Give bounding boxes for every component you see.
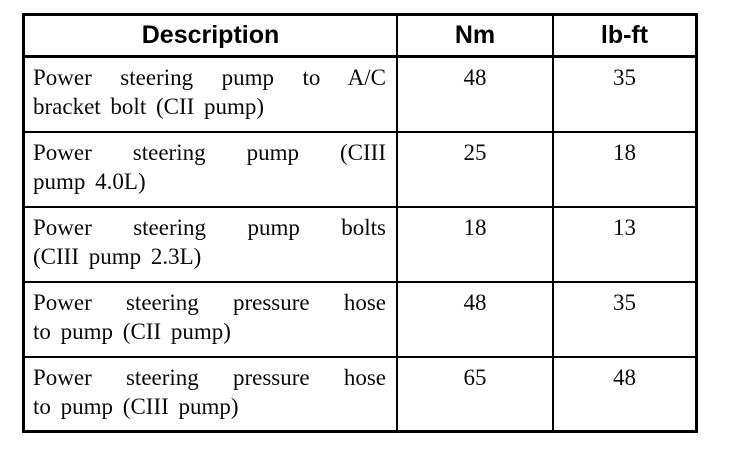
lbft-value-cell: 13 xyxy=(552,205,698,283)
description-line1: Power steering pump to A/C xyxy=(33,65,386,90)
lbft-value-cell: 48 xyxy=(552,355,698,433)
description-line1: Power steering pump bolts xyxy=(33,214,386,240)
description-line2: to pump (CII pump) xyxy=(33,318,231,344)
col-header-nm: Nm xyxy=(396,13,554,58)
description-line2: to pump (CIII pump) xyxy=(33,393,239,419)
description-line1: Power steering pressure hose xyxy=(33,289,386,315)
nm-value-cell: 25 xyxy=(396,130,554,208)
header-row: Description Nm lb-ft xyxy=(22,13,698,58)
table-row: Power steering pump (CIII pump 4.0L) 25 … xyxy=(22,130,698,208)
table-row: Power steering pressure hose to pump (CI… xyxy=(22,280,698,358)
description-cell: Power steering pump bolts (CIII pump 2.3… xyxy=(22,205,398,283)
nm-value-cell: 48 xyxy=(396,280,554,358)
description-line2: pump 4.0L) xyxy=(33,168,146,194)
description-line1: Power steering pressure hose xyxy=(33,364,386,390)
col-header-lbft: lb-ft xyxy=(552,13,698,58)
description-cell: Power steering pump to A/C bracket bolt … xyxy=(22,55,398,133)
nm-value-cell: 18 xyxy=(396,205,554,283)
col-header-description: Description xyxy=(22,13,398,58)
table-row: Power steering pressure hose to pump (CI… xyxy=(22,355,698,433)
description-line1: Power steering pump (CIII xyxy=(33,139,386,165)
description-cell: Power steering pressure hose to pump (CI… xyxy=(22,355,398,433)
table-row: Power steering pump bolts (CIII pump 2.3… xyxy=(22,205,698,283)
description-line2: bracket bolt (CII pump) xyxy=(33,94,265,119)
nm-value-cell: 48 xyxy=(396,55,554,133)
nm-value-cell: 65 xyxy=(396,355,554,433)
lbft-value-cell: 18 xyxy=(552,130,698,208)
description-line2: (CIII pump 2.3L) xyxy=(33,243,202,269)
lbft-value-cell: 35 xyxy=(552,280,698,358)
description-cell: Power steering pressure hose to pump (CI… xyxy=(22,280,398,358)
table-row: Power steering pump to A/C bracket bolt … xyxy=(22,55,698,133)
lbft-value-cell: 35 xyxy=(552,55,698,133)
torque-spec-table: Description Nm lb-ft Power steering pump… xyxy=(22,13,698,433)
description-cell: Power steering pump (CIII pump 4.0L) xyxy=(22,130,398,208)
